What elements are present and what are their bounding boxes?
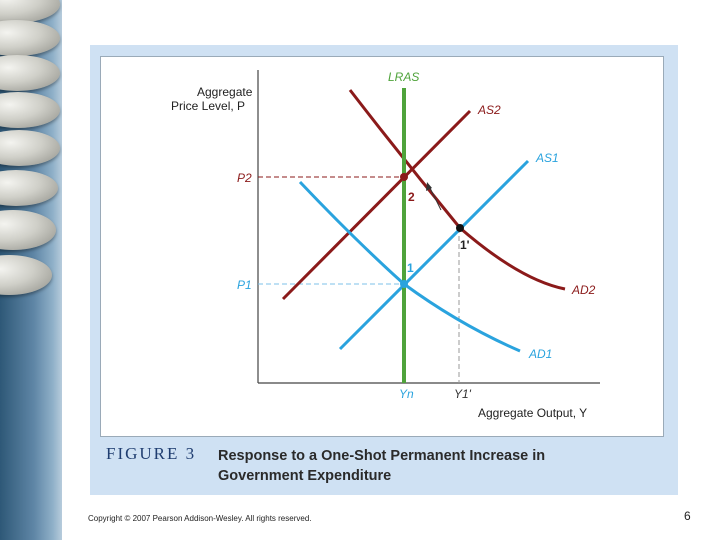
- as2-label: AS2: [477, 103, 501, 117]
- figure-number-label: FIGURE 3: [106, 444, 197, 463]
- x-axis-label: Aggregate Output, Y: [478, 406, 587, 420]
- p2-tick-label: P2: [237, 171, 252, 185]
- figure-caption: Response to a One-Shot Permanent Increas…: [218, 448, 546, 484]
- movement-arrow: [428, 185, 442, 211]
- ad2-label: AD2: [571, 283, 596, 297]
- y1prime-tick-label: Y1': [454, 387, 472, 401]
- arrow-head: [426, 182, 432, 191]
- sidebar-coins-image: [0, 0, 62, 540]
- y-axis-label-line1: Aggregate: [197, 85, 253, 99]
- point-2-label: 2: [408, 190, 415, 204]
- page-number: 6: [684, 509, 691, 523]
- as1-curve: [338, 159, 530, 351]
- point-1-label: 1: [407, 261, 414, 275]
- point-2: [400, 173, 408, 181]
- p1-tick-label: P1: [237, 278, 252, 292]
- lras-label: LRAS: [388, 70, 419, 84]
- point-1prime: [456, 224, 464, 232]
- point-1: [400, 280, 408, 288]
- as2-curve: [281, 109, 472, 301]
- figure-area: [100, 56, 664, 437]
- copyright-notice: Copyright © 2007 Pearson Addison-Wesley.…: [88, 514, 312, 523]
- as1-label: AS1: [535, 151, 559, 165]
- ad1-label: AD1: [528, 347, 552, 361]
- ad2-curve: [348, 89, 566, 291]
- yn-tick-label: Yn: [399, 387, 414, 401]
- point-1prime-label: 1': [460, 238, 470, 252]
- y-axis-label-line2: Price Level, P: [171, 99, 245, 113]
